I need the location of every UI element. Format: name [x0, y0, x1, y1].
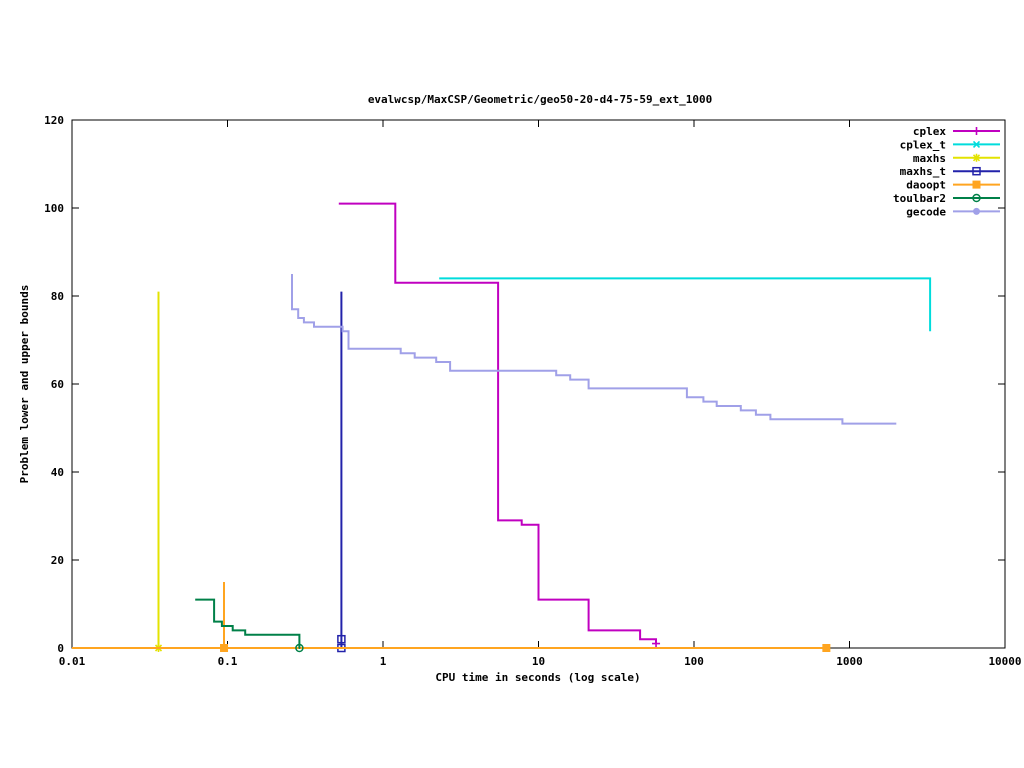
square-open-marker-icon — [972, 166, 981, 176]
legend-label-maxhs: maxhs — [913, 152, 946, 165]
x-tick-label: 1 — [380, 655, 387, 668]
x-tick-label: 1000 — [836, 655, 863, 668]
series-toulbar2 — [195, 598, 301, 648]
square-filled-marker-icon — [822, 644, 831, 652]
y-tick-label: 60 — [51, 378, 64, 391]
square-filled-marker-icon — [220, 644, 229, 652]
series-cplex — [338, 202, 657, 644]
legend-label-toulbar2: toulbar2 — [893, 192, 946, 205]
square-filled-marker-icon — [972, 180, 981, 189]
x-tick-label: 10 — [532, 655, 545, 668]
x-tick-label: 100 — [684, 655, 704, 668]
series-gecode — [291, 274, 897, 425]
circle-open-marker-icon — [975, 197, 978, 199]
x-marker-icon — [972, 140, 981, 148]
legend-item-daoopt: daoopt — [906, 179, 1000, 192]
legend-item-gecode: gecode — [906, 205, 1000, 218]
chart-title: evalwcsp/MaxCSP/Geometric/geo50-20-d4-75… — [368, 93, 712, 106]
y-tick-label: 100 — [44, 202, 64, 215]
y-tick-label: 40 — [51, 466, 64, 479]
legend-item-maxhs_t: maxhs_t — [900, 165, 1000, 178]
y-tick-label: 0 — [57, 642, 64, 655]
legend: cplexcplex_tmaxhsmaxhs_tdaoopttoulbar2ge… — [893, 125, 1000, 218]
legend-label-daoopt: daoopt — [906, 179, 946, 192]
circle-filled-marker-icon — [973, 207, 980, 215]
circle-open-marker-icon — [298, 647, 301, 649]
y-tick-label: 80 — [51, 290, 64, 303]
plus-marker-icon — [652, 639, 661, 648]
legend-item-cplex_t: cplex_t — [900, 138, 1000, 151]
legend-item-toulbar2: toulbar2 — [893, 192, 1000, 205]
circle-open-marker-icon — [295, 643, 304, 653]
x-tick-label: 0.01 — [59, 655, 86, 668]
plus-marker-icon — [972, 127, 981, 135]
y-tick-label: 120 — [44, 114, 64, 127]
asterisk-marker-icon — [972, 154, 981, 162]
circle-open-marker-icon — [972, 193, 981, 203]
legend-item-cplex: cplex — [913, 125, 1000, 138]
x-tick-label: 0.1 — [218, 655, 238, 668]
legend-label-gecode: gecode — [906, 205, 946, 218]
y-axis-label: Problem lower and upper bounds — [18, 285, 31, 484]
legend-item-maxhs: maxhs — [913, 152, 1000, 165]
legend-label-cplex_t: cplex_t — [900, 138, 946, 151]
plot-area: 0.01 0.1 1 10 100 1000 10000 0 20 40 60 80 100 120 — [44, 114, 1021, 668]
y-tick-label: 20 — [51, 554, 64, 567]
series-cplex_t — [439, 277, 932, 332]
square-open-marker-icon — [337, 634, 346, 644]
x-tick-label: 10000 — [988, 655, 1021, 668]
legend-label-cplex: cplex — [913, 125, 946, 138]
x-axis-label: CPU time in seconds (log scale) — [435, 671, 640, 684]
legend-label-maxhs_t: maxhs_t — [900, 165, 946, 178]
